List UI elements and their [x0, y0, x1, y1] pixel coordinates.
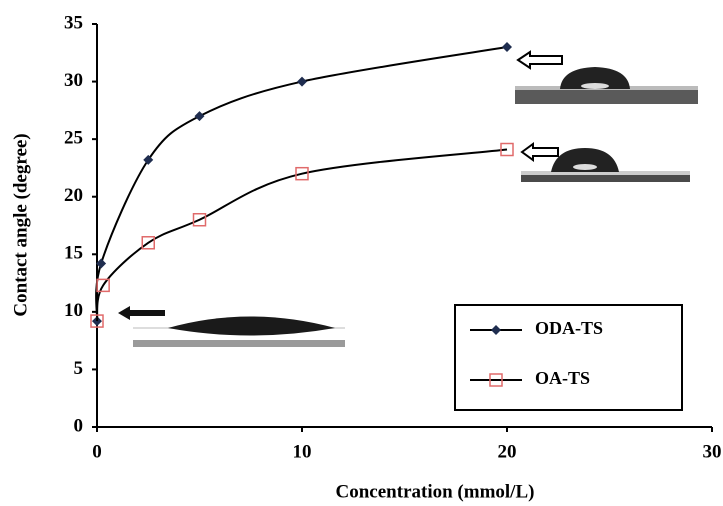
- x-axis-title: Concentration (mmol/L): [336, 481, 535, 502]
- marker: [195, 111, 205, 121]
- page: {"chart_data": {"type": "line", "xlabel"…: [0, 0, 723, 506]
- y-tick-label: 20: [64, 185, 83, 206]
- y-axis-title: Contact angle (degree): [10, 133, 31, 316]
- chart: Concentration (mmol/L) Contact angle (de…: [0, 0, 723, 506]
- series-line: [97, 150, 507, 322]
- x-tick-label: 0: [92, 441, 102, 462]
- droplet-image: [133, 317, 345, 348]
- arrow: [522, 144, 558, 160]
- droplet-image: [515, 67, 698, 104]
- y-tick-label: 15: [64, 243, 83, 264]
- y-tick-label: 0: [74, 415, 84, 436]
- marker: [297, 77, 307, 87]
- x-tick-label: 30: [703, 441, 722, 462]
- series-line: [96, 47, 507, 321]
- x-tick-label: 10: [293, 441, 312, 462]
- y-tick-label: 35: [64, 12, 83, 33]
- legend-label: OA-TS: [535, 368, 590, 388]
- arrow: [118, 306, 165, 320]
- legend-label: ODA-TS: [535, 318, 603, 338]
- y-tick-label: 30: [64, 70, 83, 91]
- y-tick-label: 10: [64, 300, 83, 321]
- y-tick-label: 25: [64, 128, 83, 149]
- y-tick-label: 5: [74, 358, 84, 379]
- x-tick-label: 20: [498, 441, 517, 462]
- marker: [502, 42, 512, 52]
- arrow: [518, 52, 562, 68]
